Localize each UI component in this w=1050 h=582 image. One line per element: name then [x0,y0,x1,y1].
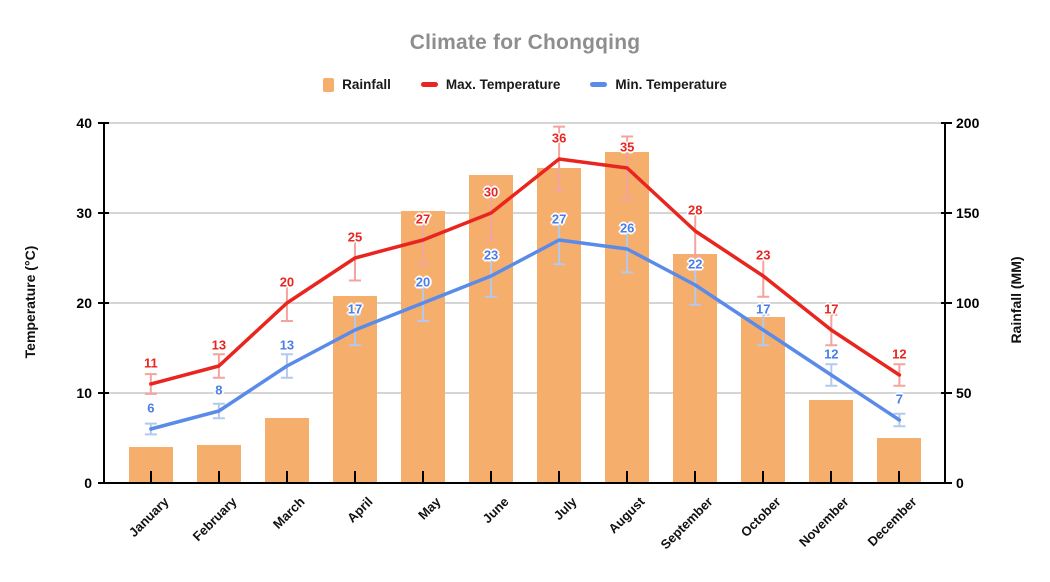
min-temp-value-label: 23 [483,247,499,263]
legend-item-max-temperature[interactable]: Max. Temperature [420,77,561,92]
max-temp-value-label: 23 [756,247,771,263]
max-temp-value-label: 30 [483,184,499,200]
y-axis-label-right: 100 [956,295,980,311]
x-axis-tick [830,471,833,484]
x-axis-tick [558,471,561,484]
y-axis-tick-left [97,302,109,304]
legend-label-max-temperature: Max. Temperature [445,77,561,92]
min-temp-value-label: 22 [687,256,703,272]
y-axis-label-right: 0 [956,475,964,491]
y-axis-label-right: 150 [956,205,980,221]
x-axis-tick [149,471,152,484]
min-temp-value-label: 6 [147,400,155,416]
x-axis-tick [422,471,425,484]
y-axis-tick-left [97,392,109,394]
min-temperature-swatch-icon [590,82,608,87]
max-temp-value-label: 12 [892,346,907,362]
x-axis-line [99,482,945,484]
legend-item-min-temperature[interactable]: Min. Temperature [590,77,727,92]
gridline [104,302,945,304]
y-axis-tick-left [97,122,109,124]
gridline [104,392,945,394]
gridline [104,212,945,214]
max-temp-value-label: 13 [211,337,227,353]
y-axis-tick-left [97,212,109,214]
max-temp-value-label: 17 [824,301,839,317]
min-temp-value-label: 17 [347,301,363,317]
max-temp-value-label: 27 [415,211,431,227]
x-axis-tick [762,471,765,484]
max-temp-line [149,157,902,386]
max-temp-value-label: 35 [619,139,635,155]
legend: Rainfall Max. Temperature Min. Temperatu… [0,77,1050,92]
y-axis-tick-right [940,392,952,394]
max-temp-value-label: 20 [279,274,295,290]
min-temp-value-label: 7 [895,391,903,407]
max-temperature-swatch-icon [420,82,438,87]
rainfall-bar[interactable] [809,400,854,483]
y-axis-label-right: 200 [956,115,980,131]
min-temp-value-label: 13 [279,337,295,353]
y-axis-label-left: 10 [76,385,92,401]
y-axis-tick-right [940,122,952,124]
y-axis-label-right: 50 [956,385,972,401]
legend-item-rainfall[interactable]: Rainfall [323,77,391,92]
max-temp-error-bars [144,125,906,395]
y-axis-tick-right [940,302,952,304]
y-axis-label-left: 0 [84,475,92,491]
gridline [104,122,945,124]
max-temp-value-label: 36 [551,130,567,146]
x-axis-tick [353,471,356,484]
x-axis-tick [694,471,697,484]
legend-label-min-temperature: Min. Temperature [615,77,727,92]
min-temp-value-label: 20 [415,274,431,290]
max-temp-value-label: 25 [347,229,363,245]
min-temp-value-label: 12 [824,346,839,362]
x-axis-tick [285,471,288,484]
y-axis-label-left: 40 [76,115,92,131]
min-temp-value-label: 27 [551,211,567,227]
min-temp-error-bars [144,214,906,436]
min-temp-line [149,238,902,431]
y-axis-label-left: 20 [76,295,92,311]
legend-label-rainfall: Rainfall [342,77,391,92]
min-temp-value-label: 8 [215,382,223,398]
x-axis-tick [626,471,629,484]
min-temp-value-label: 17 [756,301,771,317]
x-axis-tick [490,471,493,484]
y-axis-tick-left [97,482,109,484]
rainfall-swatch-icon [323,77,335,92]
x-axis-tick [217,471,220,484]
rainfall-bar[interactable] [605,151,650,483]
chart-title: Climate for Chongqing [409,31,641,54]
x-axis-tick [898,471,901,484]
min-temp-value-label: 26 [619,220,635,236]
y-axis-tick-right [940,482,952,484]
y-axis-tick-right [940,212,952,214]
max-temp-value-label: 28 [687,202,703,218]
y-axis-label-left: 30 [76,205,92,221]
max-temp-value-label: 11 [143,355,158,371]
